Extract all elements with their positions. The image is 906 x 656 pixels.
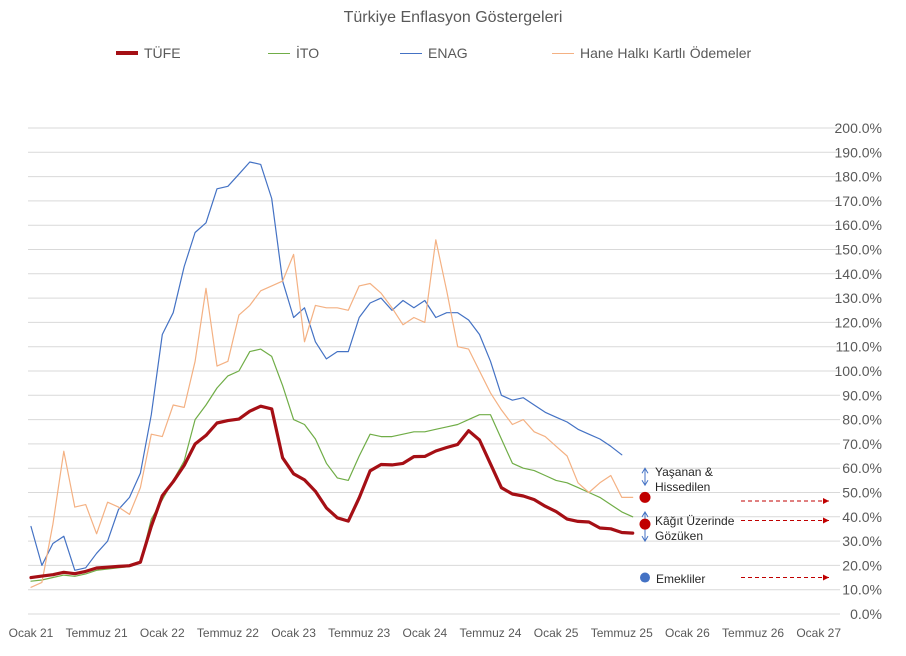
annotation-emekliler-marker — [640, 572, 650, 583]
x-tick-label: Ocak 22 — [140, 626, 185, 640]
y-tick-label: 190.0% — [835, 144, 882, 160]
x-tick-label: Temmuz 26 — [722, 626, 784, 640]
y-tick-label: 130.0% — [835, 290, 882, 306]
x-tick-label: Temmuz 24 — [459, 626, 521, 640]
x-tick-label: Temmuz 22 — [197, 626, 259, 640]
y-tick-label: 170.0% — [835, 193, 882, 209]
annotation-yasanan-line1: Yaşanan & — [655, 465, 713, 479]
x-tick-label: Temmuz 21 — [66, 626, 128, 640]
legend-swatch-ito — [268, 52, 290, 54]
y-tick-label: 60.0% — [842, 460, 882, 476]
y-tick-label: 140.0% — [835, 266, 882, 282]
legend: TÜFE İTO ENAG Hane Halkı Kartlı Ödemeler — [0, 45, 906, 65]
annotation-label-kagit: Kâğıt Üzerinde Gözüken — [655, 514, 734, 544]
y-axis-tick-labels: 0.0% 10.0% 20.0% 30.0% 40.0% 50.0% 60.0% 70.0% 8… — [835, 120, 882, 622]
annotation-yasanan-marker — [639, 491, 651, 503]
legend-item-enag: ENAG — [400, 45, 468, 61]
legend-label-ito: İTO — [296, 45, 320, 61]
x-tick-label: Ocak 26 — [665, 626, 710, 640]
legend-swatch-enag — [400, 52, 422, 54]
series-line-enag — [30, 161, 623, 571]
x-axis-tick-labels: Ocak 21 Temmuz 21 Ocak 22 Temmuz 22 Ocak 23 T… — [9, 626, 842, 640]
annotations — [639, 467, 829, 583]
legend-item-tufe: TÜFE — [116, 45, 181, 61]
x-tick-label: Temmuz 23 — [328, 626, 390, 640]
annotation-yasanan-line2: Hissedilen — [655, 480, 711, 494]
series-line-tufe — [29, 404, 635, 580]
y-tick-label: 100.0% — [835, 363, 882, 379]
series-lines — [29, 161, 635, 588]
legend-item-hane: Hane Halkı Kartlı Ödemeler — [552, 45, 751, 61]
legend-swatch-hane — [552, 52, 574, 54]
annotation-kagit-line1: Kâğıt Üzerinde — [655, 514, 735, 528]
y-tick-label: 180.0% — [835, 169, 882, 185]
y-tick-label: 40.0% — [842, 509, 882, 525]
legend-label-tufe: TÜFE — [144, 45, 181, 61]
annotation-yasanan-up-arrow — [641, 467, 649, 474]
annotation-kagit-down-arrow — [641, 535, 649, 543]
y-tick-label: 90.0% — [842, 387, 882, 403]
legend-label-hane: Hane Halkı Kartlı Ödemeler — [580, 45, 752, 61]
annotation-kagit-line2: Gözüken — [655, 529, 704, 543]
annotation-label-yasanan: Yaşanan & Hissedilen — [655, 465, 713, 495]
y-tick-label: 0.0% — [850, 606, 882, 622]
annotation-emekliler-line1: Emekliler — [656, 572, 706, 586]
legend-swatch-tufe — [116, 51, 138, 55]
y-tick-label: 80.0% — [842, 412, 882, 428]
y-tick-label: 30.0% — [842, 533, 882, 549]
y-tick-label: 10.0% — [842, 582, 882, 598]
y-tick-label: 120.0% — [835, 314, 882, 330]
x-tick-label: Ocak 27 — [796, 626, 841, 640]
y-tick-label: 110.0% — [836, 339, 882, 355]
y-tick-label: 160.0% — [835, 217, 882, 233]
x-tick-label: Temmuz 25 — [591, 626, 653, 640]
y-tick-label: 150.0% — [835, 242, 882, 258]
y-tick-label: 50.0% — [842, 485, 882, 501]
x-tick-label: Ocak 23 — [271, 626, 316, 640]
y-tick-label: 200.0% — [835, 120, 882, 136]
annotation-kagit-marker — [639, 518, 651, 530]
x-tick-label: Ocak 21 — [9, 626, 54, 640]
annotation-yasanan-down-arrow — [641, 479, 649, 487]
series-line-hane — [30, 239, 634, 588]
chart-title: Türkiye Enflasyon Göstergeleri — [343, 9, 563, 26]
y-tick-label: 70.0% — [842, 436, 882, 452]
series-line-ito — [30, 348, 634, 582]
annotation-kagit-up-arrow — [641, 510, 649, 518]
annotation-label-emekliler: Emekliler — [656, 572, 705, 587]
legend-item-ito: İTO — [268, 45, 319, 61]
x-tick-label: Ocak 24 — [402, 626, 447, 640]
legend-label-enag: ENAG — [428, 45, 468, 61]
x-tick-label: Ocak 25 — [534, 626, 579, 640]
y-tick-label: 20.0% — [842, 557, 882, 573]
